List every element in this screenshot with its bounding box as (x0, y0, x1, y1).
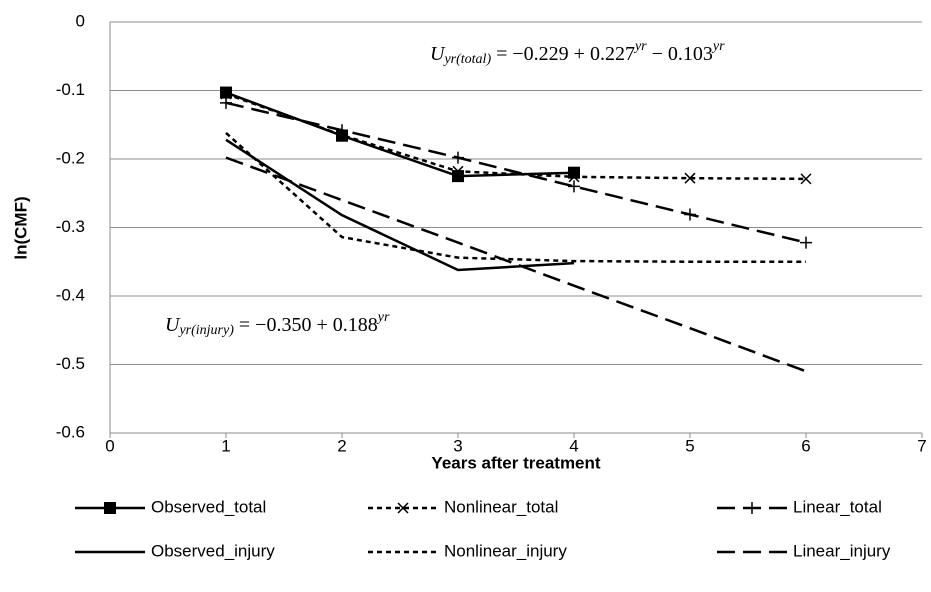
marker (684, 208, 696, 221)
x-tick-label: 0 (105, 436, 114, 455)
annotation-part: yr (633, 39, 647, 54)
marker (220, 96, 232, 109)
marker (452, 170, 464, 183)
y-axis-label: ln(CMF) (11, 196, 30, 259)
y-tick-label: -0.3 (56, 217, 85, 236)
annotation-part: yr(injury) (177, 323, 234, 338)
x-tick-label: 1 (221, 436, 230, 455)
marker (568, 171, 580, 183)
annotation-part: yr (711, 39, 725, 54)
series-line (225, 132, 806, 263)
legend-label: Linear_injury (793, 541, 891, 560)
annotation: Uyr(injury) = −0.350 + 0.188yr (165, 310, 390, 338)
series-line (225, 156, 807, 373)
legend-label: Observed_total (151, 497, 266, 516)
legend-label: Observed_injury (151, 541, 275, 560)
marker (336, 124, 348, 137)
x-tick-label: 3 (453, 436, 462, 455)
annotation-part: U (165, 314, 181, 336)
series-line (225, 91, 575, 178)
series-line (225, 101, 807, 244)
annotation-part: U (430, 43, 446, 65)
legend-label: Linear_total (793, 497, 882, 516)
y-tick-label: -0.4 (56, 285, 85, 304)
annotation-part: = −0.229 + 0.227 (491, 43, 635, 65)
legend-label: Nonlinear_total (444, 497, 558, 516)
marker (684, 172, 696, 184)
y-tick-label: -0.2 (56, 148, 85, 167)
annotation-part: yr (376, 310, 390, 325)
series-line (225, 138, 575, 272)
y-tick-label: -0.6 (56, 422, 85, 441)
y-tick-label: -0.5 (56, 354, 85, 373)
marker (220, 86, 232, 99)
annotation-part: − 0.103 (647, 43, 713, 65)
marker (568, 180, 580, 193)
legend-label: Nonlinear_injury (444, 541, 567, 560)
annotation: Uyr(total) = −0.229 + 0.227yr − 0.103yr (430, 39, 725, 67)
marker (452, 165, 464, 177)
annotation-part: = −0.350 + 0.188 (234, 314, 378, 336)
x-tick-label: 5 (685, 436, 694, 455)
legend-marker (746, 502, 758, 514)
annotation-part: yr(total) (442, 52, 491, 67)
x-tick-label: 2 (337, 436, 346, 455)
x-axis-label: Years after treatment (431, 453, 600, 472)
x-tick-label: 4 (569, 436, 578, 455)
legend-marker (104, 502, 116, 514)
marker (800, 173, 812, 185)
x-tick-label: 6 (801, 436, 810, 455)
y-tick-label: -0.1 (56, 80, 85, 99)
x-tick-label: 7 (917, 436, 926, 455)
series-line (225, 92, 807, 181)
marker (800, 236, 812, 249)
y-tick-label: 0 (76, 11, 85, 30)
legend-marker (397, 502, 409, 514)
marker (220, 88, 232, 100)
marker (452, 151, 464, 164)
